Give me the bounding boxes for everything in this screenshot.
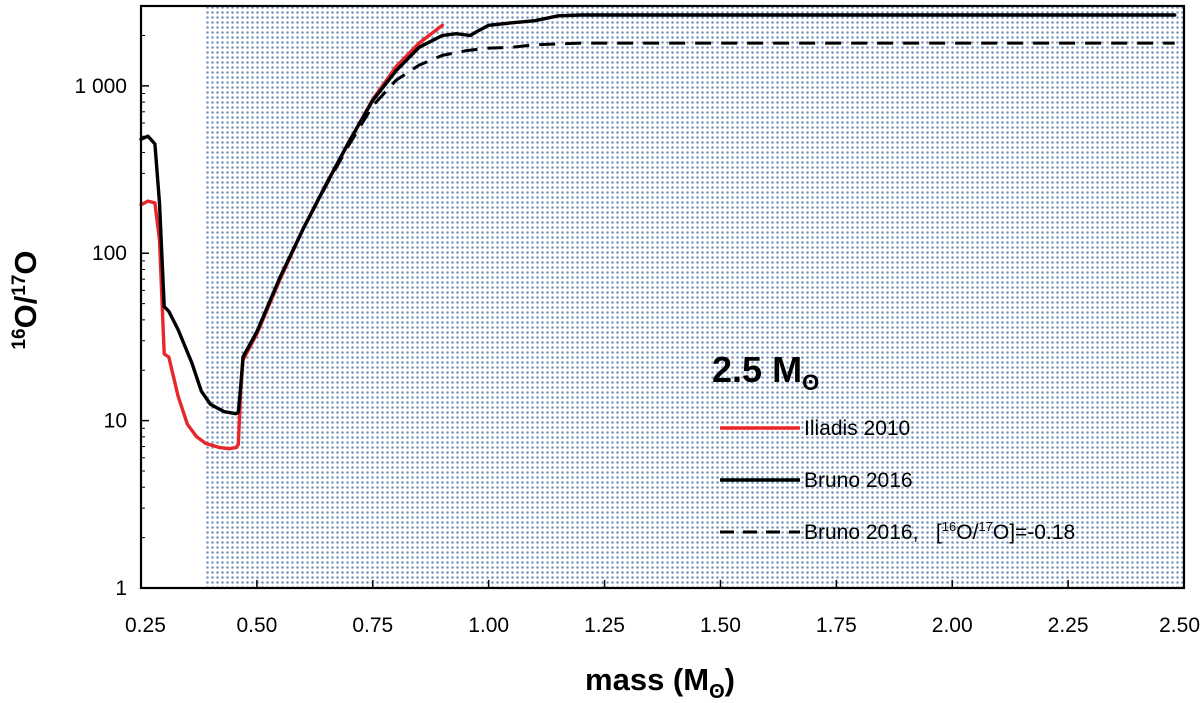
x-tick-label: 1.00 xyxy=(468,614,509,637)
legend-dashed-prefix: Bruno 2016, [ xyxy=(804,521,942,544)
mass-annotation: 2.5 Mʘ xyxy=(712,349,819,395)
mass-value: 2.5 xyxy=(712,349,762,390)
x-tick-label: 2.00 xyxy=(932,614,973,637)
x-label-sub: ʘ xyxy=(709,681,725,703)
legend-label-bruno-dashed: Bruno 2016, [16O/17O]=-0.18 xyxy=(804,519,1075,544)
mass-subscript: ʘ xyxy=(802,370,819,395)
y-label-sup-17: 17 xyxy=(9,275,30,296)
x-tick-label: 0.50 xyxy=(236,614,277,637)
x-tick-label: 1.25 xyxy=(584,614,625,637)
plot-frame xyxy=(139,4,1186,590)
legend-label-iliadis: Iliadis 2010 xyxy=(804,417,910,440)
shaded-region xyxy=(205,6,1185,588)
x-tick-label: 1.50 xyxy=(700,614,741,637)
y-tick-label: 1 xyxy=(115,577,127,600)
legend-dashed-mid: O/ xyxy=(956,521,978,544)
x-tick-label: 0.25 xyxy=(125,614,166,637)
y-label-tail: O xyxy=(8,250,43,274)
y-label-sup-16: 16 xyxy=(9,328,30,349)
y-label-base: O/ xyxy=(8,295,43,328)
x-tick-label: 2.50 xyxy=(1159,614,1200,637)
legend: 2.5 Mʘ Iliadis 2010 Bruno 2016 Bruno 201… xyxy=(712,349,1075,544)
x-tick-label: 1.75 xyxy=(816,614,857,637)
x-tick-label: 0.75 xyxy=(352,614,393,637)
y-tick-label: 10 xyxy=(104,410,127,433)
x-axis-ticks: 0.25 0.50 0.75 1.00 1.25 1.50 1.75 2.00 2.25 2.50 xyxy=(125,580,1200,637)
legend-dashed-sup16: 16 xyxy=(942,519,956,534)
x-label-close: ) xyxy=(725,662,735,697)
y-tick-label: 100 xyxy=(92,242,127,265)
y-tick-label: 1 000 xyxy=(74,75,127,98)
legend-dashed-suffix: O]=-0.18 xyxy=(993,521,1075,544)
series-bruno-2016 xyxy=(139,13,1177,416)
legend-dashed-sup17: 17 xyxy=(978,519,992,534)
y-axis-label: 16O/17O xyxy=(8,250,43,349)
legend-label-bruno: Bruno 2016 xyxy=(804,469,913,492)
series-lines xyxy=(139,13,1177,451)
mass-symbol: M xyxy=(772,349,802,390)
x-label-main: mass (M xyxy=(585,662,709,697)
y-axis-ticks: 1 10 100 1 000 xyxy=(74,5,149,600)
x-axis-label: mass (Mʘ) xyxy=(585,662,735,703)
x-tick-label: 2.25 xyxy=(1048,614,1089,637)
